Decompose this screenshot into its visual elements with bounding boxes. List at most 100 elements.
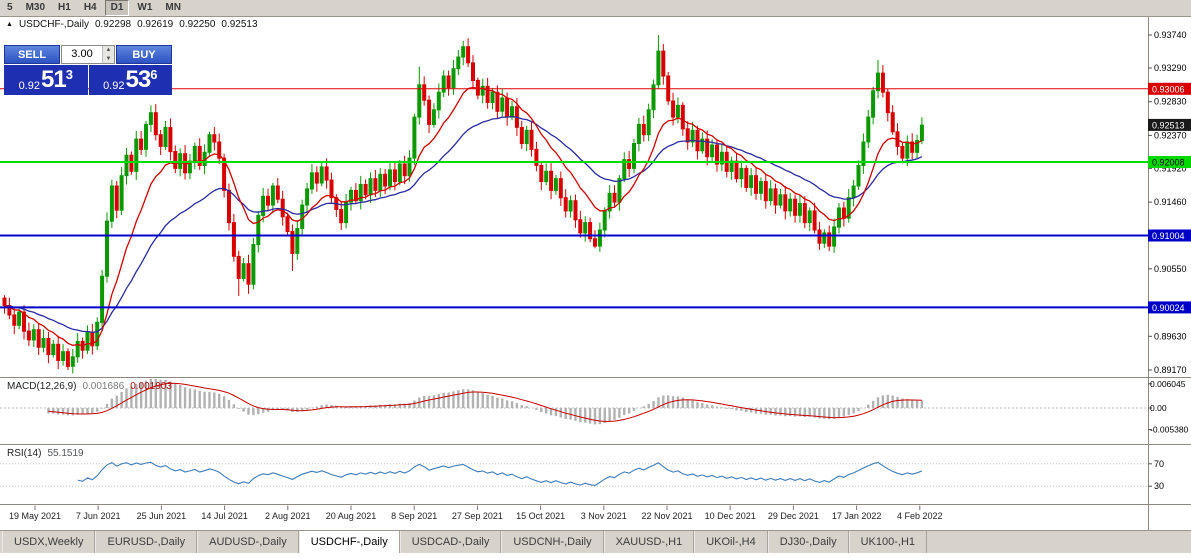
timeframe-5[interactable]: 5 bbox=[7, 2, 13, 13]
candle-body bbox=[832, 226, 837, 247]
volume-stepper[interactable]: 3.00 ▲ ▼ bbox=[61, 45, 115, 64]
candle-body bbox=[807, 210, 812, 224]
date-label: 10 Dec 2021 bbox=[705, 511, 756, 521]
candle-body bbox=[485, 85, 490, 103]
price-tick-label: 0.92370 bbox=[1154, 130, 1187, 140]
chart-tab-eurusd-daily[interactable]: EURUSD-,Daily bbox=[95, 531, 198, 553]
timeframe-mn[interactable]: MN bbox=[165, 2, 181, 13]
collapse-arrow-icon[interactable]: ▲ bbox=[6, 20, 13, 28]
candle-body bbox=[685, 128, 690, 143]
volume-value[interactable]: 3.00 bbox=[71, 48, 93, 60]
buy-button[interactable]: BUY bbox=[116, 45, 172, 64]
candle-body bbox=[441, 75, 446, 93]
price-tick-label: 0.89170 bbox=[1154, 365, 1187, 375]
candle-body bbox=[270, 185, 275, 206]
price-tick-label: 0.92830 bbox=[1154, 97, 1187, 107]
candle-body bbox=[290, 230, 295, 254]
candle-body bbox=[95, 321, 100, 347]
candle-body bbox=[280, 198, 285, 218]
price-tick-label: 0.91920 bbox=[1154, 163, 1187, 173]
chart-tab-ukoil-h4[interactable]: UKOil-,H4 bbox=[694, 531, 768, 553]
ask-price[interactable]: 0.92 53 6 bbox=[88, 65, 172, 95]
chart-tab-usdchf-daily[interactable]: USDCHF-,Daily bbox=[298, 531, 400, 553]
candle-body bbox=[261, 195, 266, 216]
macd-main-value: 0.001686 bbox=[82, 381, 125, 392]
volume-down-arrow-icon[interactable]: ▼ bbox=[103, 54, 114, 63]
candle-body bbox=[402, 163, 407, 177]
candle-body bbox=[51, 343, 56, 356]
chart-tab-usdcad-daily[interactable]: USDCAD-,Daily bbox=[399, 531, 502, 553]
candle-body bbox=[407, 157, 412, 177]
candle-body bbox=[241, 263, 246, 279]
macd-signal-value: 0.001903 bbox=[130, 381, 172, 392]
candle-body bbox=[471, 62, 475, 82]
candle-body bbox=[510, 106, 514, 118]
candle-body bbox=[700, 138, 705, 152]
candle-body bbox=[583, 222, 588, 234]
candle-body bbox=[602, 210, 607, 231]
candle-body bbox=[719, 151, 724, 165]
candle-body bbox=[119, 175, 124, 211]
timeframe-d1[interactable]: D1 bbox=[104, 0, 130, 16]
price-badge bbox=[1148, 301, 1191, 314]
date-label: 19 May 2021 bbox=[9, 511, 61, 521]
price-tick-label: 0.91460 bbox=[1154, 197, 1187, 207]
candle-body bbox=[866, 116, 871, 143]
sell-button[interactable]: SELL bbox=[4, 45, 60, 64]
candle-body bbox=[431, 109, 436, 126]
candle-body bbox=[324, 166, 329, 181]
rsi-line bbox=[77, 461, 923, 486]
candle-body bbox=[22, 311, 26, 332]
chart-tab-uk100-h1[interactable]: UK100-,H1 bbox=[848, 531, 928, 553]
candle-body bbox=[17, 311, 22, 326]
candle-body bbox=[505, 97, 510, 118]
rsi-axis-label: 30 bbox=[1154, 481, 1164, 491]
candle-body bbox=[466, 46, 471, 64]
timeframe-h4[interactable]: H4 bbox=[83, 2, 97, 13]
candle-body bbox=[539, 165, 544, 183]
candle-body bbox=[148, 112, 153, 125]
date-label: 3 Nov 2021 bbox=[581, 511, 627, 521]
candle-body bbox=[822, 232, 827, 244]
candle-body bbox=[231, 222, 236, 257]
chart-tab-dj30-daily[interactable]: DJ30-,Daily bbox=[767, 531, 849, 553]
chart-tab-xauusd-h1[interactable]: XAUUSD-,H1 bbox=[603, 531, 695, 553]
candle-body bbox=[558, 178, 563, 199]
timeframe-h1[interactable]: H1 bbox=[58, 2, 71, 13]
candle-body bbox=[768, 188, 773, 202]
candle-body bbox=[885, 91, 890, 114]
chart-tab-usdx-weekly[interactable]: USDX,Weekly bbox=[2, 531, 96, 553]
rsi-name: RSI(14) bbox=[7, 448, 42, 459]
bid-price[interactable]: 0.92 51 3 bbox=[4, 65, 88, 95]
candle-body bbox=[56, 343, 61, 361]
price-badge-label: 0.92008 bbox=[1152, 158, 1185, 168]
candle-body bbox=[144, 123, 148, 150]
candle-body bbox=[70, 356, 75, 367]
candle-body bbox=[222, 157, 227, 191]
candle-body bbox=[651, 84, 656, 111]
chart-tab-usdcnh-daily[interactable]: USDCNH-,Daily bbox=[501, 531, 604, 553]
timeframe-w1[interactable]: W1 bbox=[137, 2, 153, 13]
candle-body bbox=[373, 178, 378, 191]
date-label: 17 Jan 2022 bbox=[832, 511, 882, 521]
volume-up-arrow-icon[interactable]: ▲ bbox=[103, 46, 114, 55]
candle-body bbox=[65, 351, 70, 367]
candle-body bbox=[573, 200, 578, 221]
chart-tab-audusd-daily[interactable]: AUDUSD-,Daily bbox=[197, 531, 299, 553]
price-badge bbox=[1148, 229, 1191, 242]
candle-body bbox=[266, 195, 270, 206]
candle-body bbox=[173, 151, 178, 169]
candle-body bbox=[46, 338, 51, 356]
timeframe-m30[interactable]: M30 bbox=[25, 2, 46, 13]
candle-body bbox=[612, 192, 617, 203]
macd-axis-label: 0.00 bbox=[1150, 403, 1167, 413]
candle-body bbox=[314, 172, 319, 184]
candle-body bbox=[880, 72, 885, 93]
price-badge-label: 0.90024 bbox=[1152, 303, 1185, 313]
candle-body bbox=[675, 104, 680, 118]
candle-body bbox=[744, 167, 749, 188]
candle-body bbox=[114, 185, 119, 211]
date-label: 22 Nov 2021 bbox=[641, 511, 692, 521]
candle-body bbox=[490, 91, 495, 103]
